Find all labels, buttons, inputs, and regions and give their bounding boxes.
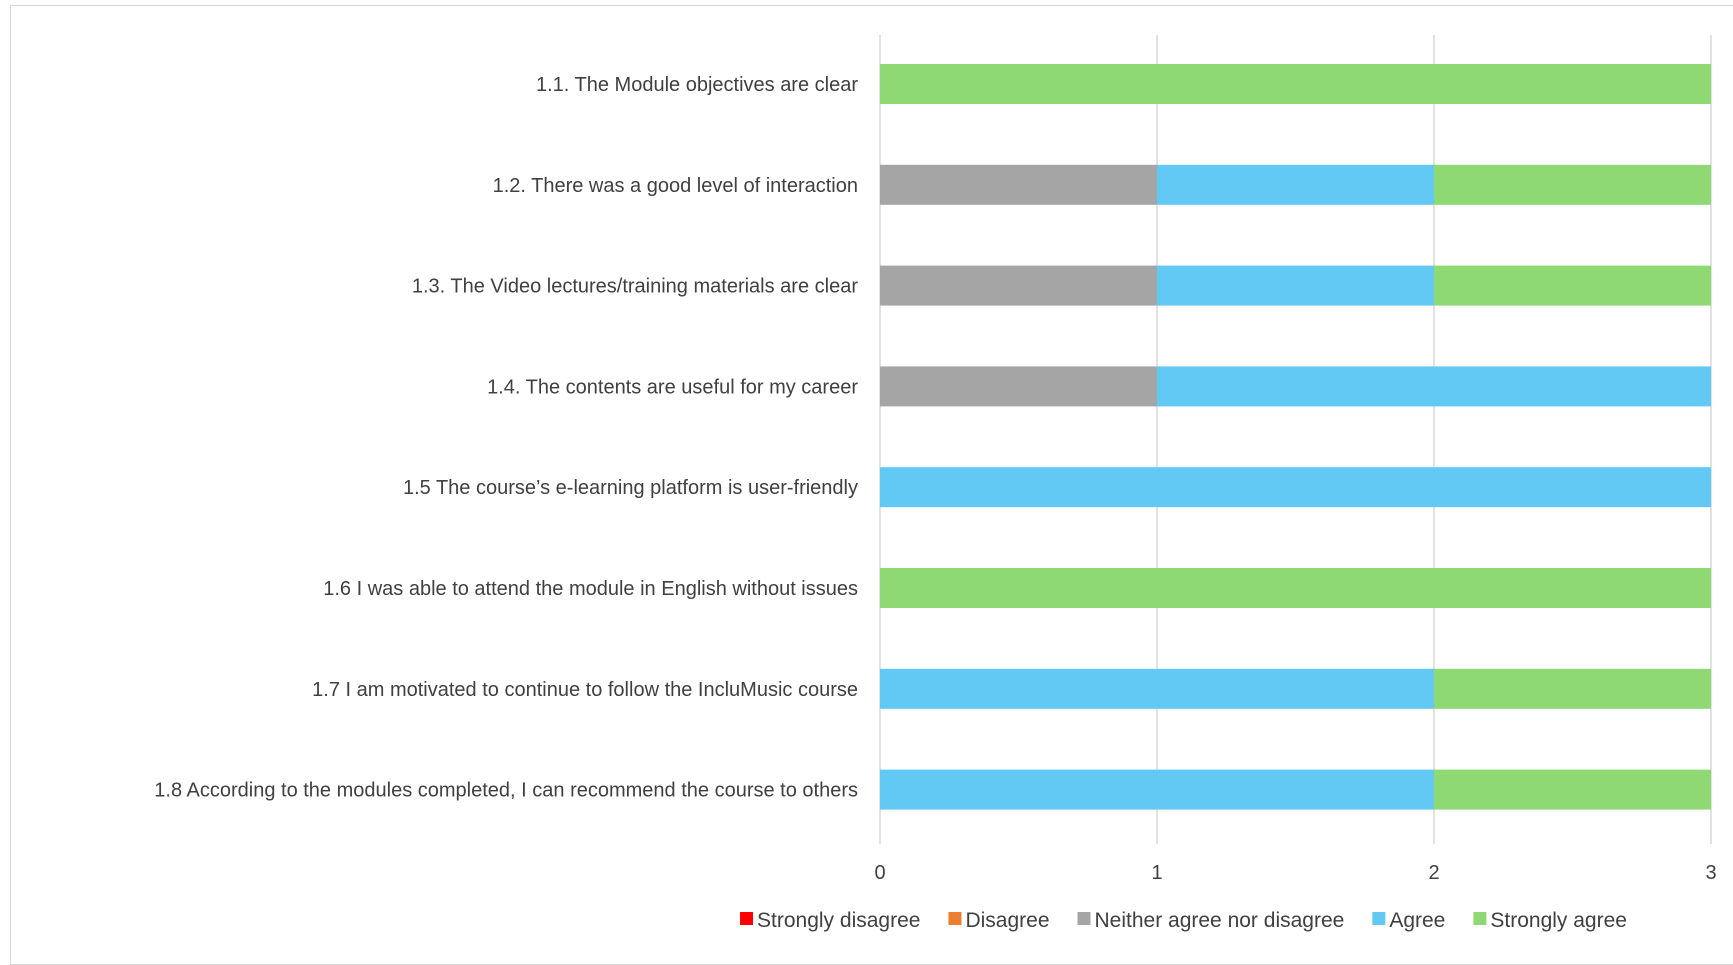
x-axis-tick-labels: 0 1 2 3 <box>874 862 1716 884</box>
x-tick-label-2: 2 <box>1428 862 1439 884</box>
legend-item-neither-agree-nor-disagree: Neither agree nor disagree <box>1077 909 1345 932</box>
legend-swatch <box>1473 912 1487 925</box>
legend-label: Strongly agree <box>1490 909 1627 932</box>
x-tick-label-3: 3 <box>1705 862 1716 884</box>
bar-2-agree <box>1157 164 1434 205</box>
legend-label: Neither agree nor disagree <box>1095 909 1345 932</box>
legend-swatch <box>740 912 754 925</box>
bar-2-strongly-agree <box>1434 164 1711 205</box>
bar-8-strongly-agree <box>1434 769 1711 810</box>
category-label-3: 1.3. The Video lectures/training materia… <box>412 276 859 298</box>
bar-7-strongly-agree <box>1434 668 1711 709</box>
bars <box>880 64 1711 810</box>
legend-swatch <box>948 912 962 925</box>
bar-7-agree <box>880 668 1434 709</box>
x-tick-label-0: 0 <box>874 862 885 884</box>
x-tick-label-1: 1 <box>1151 862 1162 884</box>
category-label-7: 1.7 I am motivated to continue to follow… <box>312 679 858 701</box>
legend-item-agree: Agree <box>1372 909 1445 932</box>
bar-1-strongly-agree <box>880 64 1711 104</box>
bar-4-agree <box>1157 366 1711 407</box>
legend-item-strongly-disagree: Strongly disagree <box>740 909 920 932</box>
grid-lines <box>879 35 1712 844</box>
legend-swatch <box>1372 912 1386 925</box>
legend-swatch <box>1077 912 1091 925</box>
bar-3-agree <box>1157 265 1434 306</box>
legend-item-disagree: Disagree <box>948 909 1050 932</box>
category-label-5: 1.5 The course’s e-learning platform is … <box>403 477 858 499</box>
category-labels: 1.1. The Module objectives are clear 1.2.… <box>154 74 858 802</box>
category-label-1: 1.1. The Module objectives are clear <box>536 74 858 96</box>
bar-3-strongly-agree <box>1434 265 1711 306</box>
bar-5-agree <box>880 467 1711 508</box>
category-label-2: 1.2. There was a good level of interacti… <box>493 175 858 197</box>
bar-2-neither-agree-nor-disagree <box>880 164 1157 205</box>
legend-label: Disagree <box>965 909 1049 932</box>
legend-item-strongly-agree: Strongly agree <box>1473 909 1627 932</box>
category-label-6: 1.6 I was able to attend the module in E… <box>323 578 858 600</box>
bar-8-agree <box>880 769 1434 810</box>
legend-label: Strongly disagree <box>757 909 920 932</box>
category-label-4: 1.4. The contents are useful for my care… <box>487 376 858 398</box>
category-label-8: 1.8 According to the modules completed, … <box>154 780 858 802</box>
bar-4-neither-agree-nor-disagree <box>880 366 1157 407</box>
bar-3-neither-agree-nor-disagree <box>880 265 1157 306</box>
bar-6-strongly-agree <box>880 568 1711 608</box>
legend-label: Agree <box>1389 909 1445 932</box>
legend: Strongly disagree Disagree Neither agree n… <box>740 909 1627 932</box>
